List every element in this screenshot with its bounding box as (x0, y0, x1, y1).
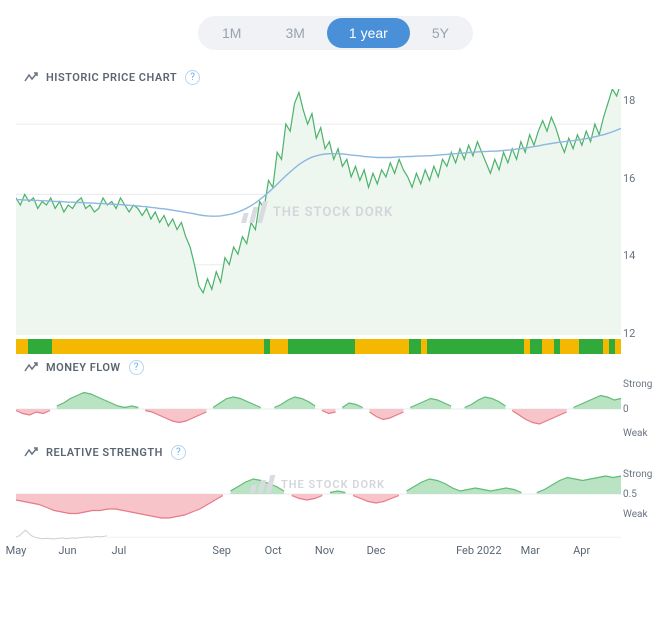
x-tick: Nov (315, 544, 334, 557)
rs-chart: THE STOCK DORK Strong0.5Weak (16, 464, 621, 524)
strip-segment (530, 339, 542, 354)
mini-ylabel: Weak (623, 509, 655, 520)
strip-segment (427, 339, 524, 354)
x-tick: Oct (265, 544, 282, 557)
price-chart-title: HISTORIC PRICE CHART (46, 71, 177, 84)
ytick: 18 (623, 94, 651, 107)
x-tick: Mar (521, 544, 540, 557)
rs-title: RELATIVE STRENGTH (46, 446, 163, 459)
strip-segment (270, 339, 288, 354)
rs-y-labels: Strong 0.5 Weak (623, 464, 655, 524)
signal-strip (16, 339, 621, 354)
ytick: 12 (623, 327, 651, 340)
strip-segment (542, 339, 554, 354)
price-y-axis: 18161412 (623, 89, 651, 335)
range-3m[interactable]: 3M (263, 18, 326, 48)
strip-segment (288, 339, 355, 354)
mini-ylabel: Strong (623, 469, 655, 480)
strip-segment (560, 339, 578, 354)
moneyflow-title: MONEY FLOW (46, 361, 121, 374)
x-tick: May (6, 544, 27, 557)
strip-segment (615, 339, 621, 354)
x-tick: Dec (367, 544, 386, 557)
strip-segment (16, 339, 28, 354)
moneyflow-chart: Strong0Weak (16, 379, 621, 439)
range-5y[interactable]: 5Y (410, 18, 471, 48)
nav-sparkline (16, 526, 621, 540)
chart-icon (24, 446, 38, 460)
help-icon[interactable]: ? (129, 360, 144, 375)
x-tick: Sep (212, 544, 231, 557)
price-section-header: HISTORIC PRICE CHART ? (24, 70, 655, 85)
moneyflow-y-labels: Strong 0 Weak (623, 379, 655, 439)
help-icon[interactable]: ? (185, 70, 200, 85)
x-tick: Jul (111, 544, 126, 557)
ytick: 14 (623, 249, 651, 262)
mini-ylabel: Weak (623, 428, 655, 439)
x-tick: Jun (58, 544, 76, 557)
x-tick: Feb 2022 (456, 544, 501, 557)
strip-segment (355, 339, 409, 354)
range-1year[interactable]: 1 year (327, 18, 410, 48)
strip-segment (579, 339, 603, 354)
range-1m[interactable]: 1M (200, 18, 263, 48)
x-tick: Apr (573, 544, 590, 557)
x-axis: MayJunJulSepOctNovDecFeb 2022MarApr (16, 544, 621, 574)
range-pills: 1M3M1 year5Y (198, 16, 473, 50)
strip-segment (52, 339, 264, 354)
mini-ylabel: 0 (623, 404, 655, 415)
chart-icon (24, 361, 38, 375)
price-chart: THE STOCK DORK 18161412 (16, 89, 621, 335)
range-selector: 1M3M1 year5Y (16, 16, 655, 50)
help-icon[interactable]: ? (171, 445, 186, 460)
ytick: 16 (623, 172, 651, 185)
strip-segment (409, 339, 421, 354)
strip-segment (28, 339, 52, 354)
chart-icon (24, 71, 38, 85)
moneyflow-section-header: MONEY FLOW ? (24, 360, 655, 375)
rs-section-header: RELATIVE STRENGTH ? (24, 445, 655, 460)
mini-ylabel: 0.5 (623, 489, 655, 500)
mini-ylabel: Strong (623, 379, 655, 390)
